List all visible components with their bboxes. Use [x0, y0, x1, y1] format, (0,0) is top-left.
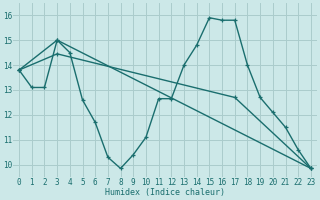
- X-axis label: Humidex (Indice chaleur): Humidex (Indice chaleur): [105, 188, 225, 197]
